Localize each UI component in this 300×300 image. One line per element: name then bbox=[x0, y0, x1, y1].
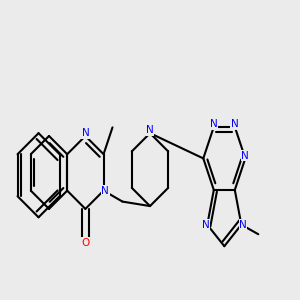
Text: O: O bbox=[81, 238, 89, 248]
Text: N: N bbox=[210, 119, 218, 129]
Text: N: N bbox=[82, 128, 89, 138]
Text: N: N bbox=[242, 151, 249, 160]
Text: N: N bbox=[239, 220, 247, 230]
Text: N: N bbox=[101, 186, 109, 196]
Text: N: N bbox=[146, 125, 154, 135]
Text: N: N bbox=[202, 220, 210, 230]
Text: N: N bbox=[231, 119, 239, 129]
